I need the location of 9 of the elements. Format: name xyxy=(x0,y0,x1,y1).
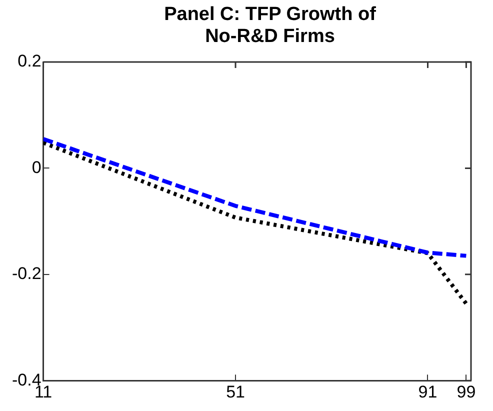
chart-title: Panel C: TFP Growth of No-R&D Firms xyxy=(163,4,377,48)
y-tick-label: 0.2 xyxy=(18,52,42,71)
x-tick-label: 99 xyxy=(456,382,476,402)
y-tick-label: -0.2 xyxy=(12,264,42,284)
x-tick-label: 91 xyxy=(418,382,438,402)
x-tick-label: 51 xyxy=(226,382,245,402)
y-tick-label: 0 xyxy=(32,158,42,177)
line-series xyxy=(43,140,468,306)
line-series xyxy=(43,136,468,258)
